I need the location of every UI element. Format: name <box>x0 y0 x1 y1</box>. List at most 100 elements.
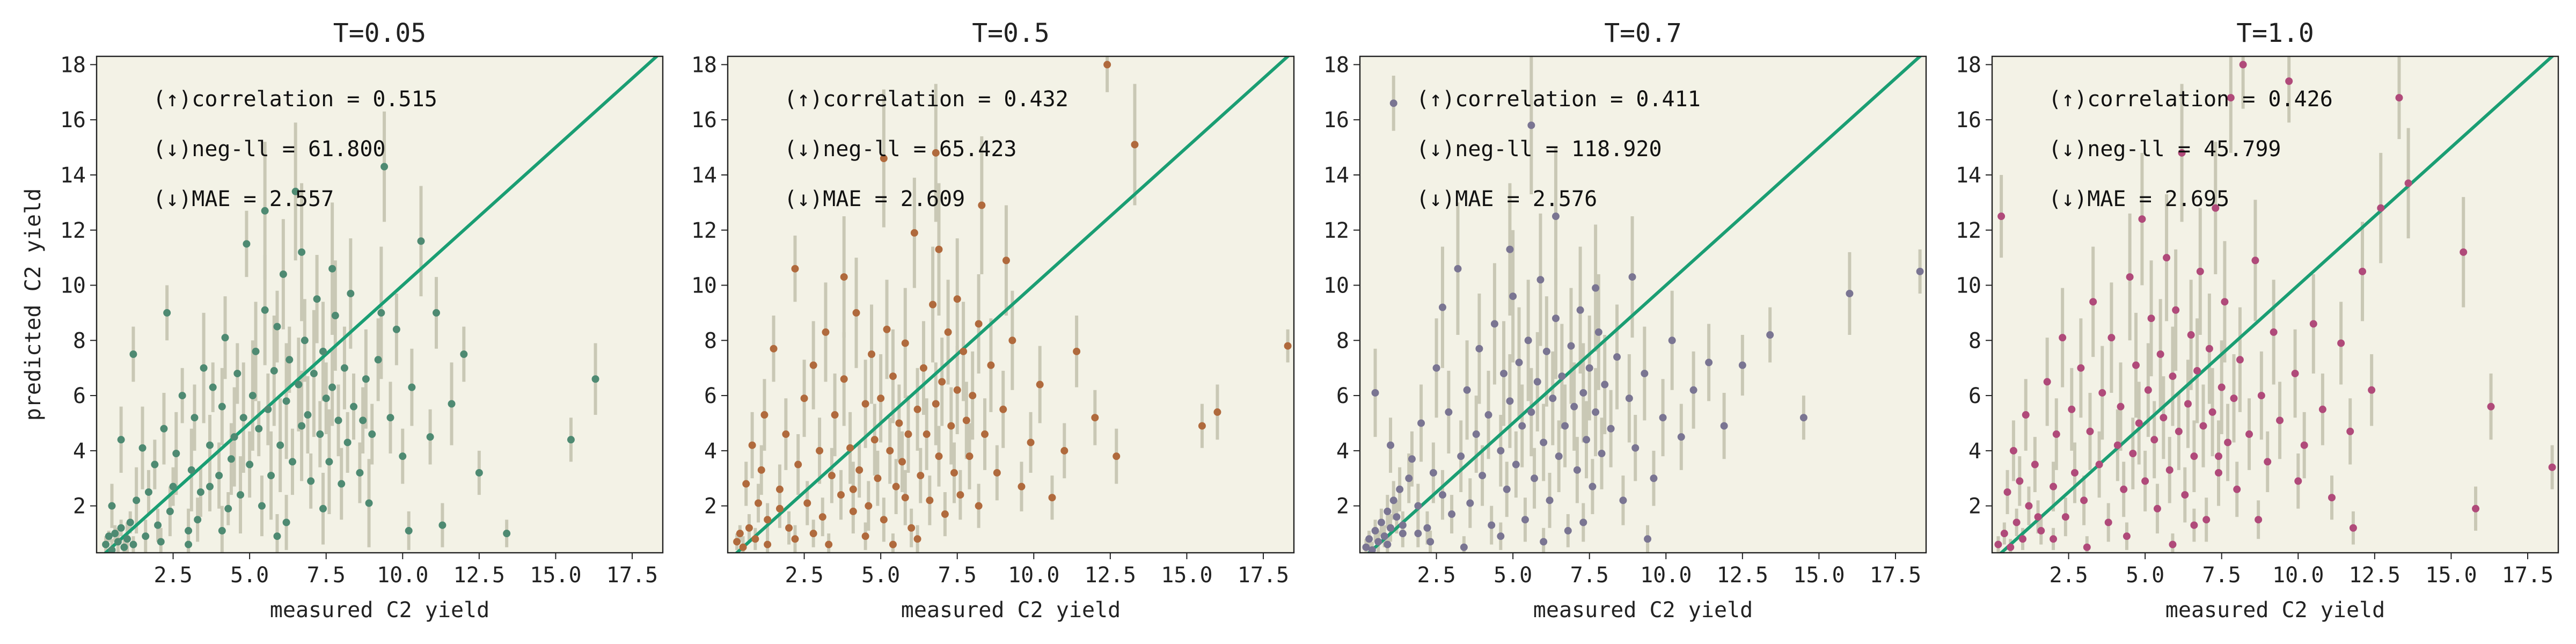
diagonal-line <box>103 56 660 553</box>
data-point <box>2089 298 2097 306</box>
plot-frame <box>727 55 1295 554</box>
plot-marks <box>1362 56 1924 553</box>
data-point <box>172 450 180 457</box>
data-point <box>273 532 281 540</box>
data-point <box>794 460 802 469</box>
data-point <box>2346 427 2354 435</box>
data-point <box>276 441 284 449</box>
panels: 2.5 5.0 7.5 10.0 12.5 15.0 17.5 2 4 6 8 10 12 14 16 18 T… <box>21 18 2559 623</box>
data-point <box>2113 441 2121 449</box>
data-point <box>2104 518 2112 526</box>
data-point <box>1448 510 1456 518</box>
data-point <box>2160 414 2168 422</box>
data-point <box>1113 452 1121 460</box>
diagonal-line <box>734 56 1291 553</box>
data-point <box>2098 389 2106 397</box>
data-point <box>1377 518 1385 526</box>
data-point <box>1552 314 1560 323</box>
data-point <box>818 513 826 521</box>
x-tick-label: 7.5 <box>1570 563 1609 588</box>
data-point <box>953 386 961 394</box>
metric-text: (↑)correlation = 0.432 <box>784 87 1069 112</box>
data-point <box>359 416 367 425</box>
data-point <box>2233 485 2241 493</box>
data-point <box>2215 469 2222 477</box>
data-point <box>1002 257 1010 265</box>
data-point <box>2300 441 2308 449</box>
data-point <box>1399 530 1407 538</box>
data-point <box>1457 452 1465 460</box>
data-point <box>1506 245 1514 253</box>
data-point <box>2251 257 2259 265</box>
y-tick-label: 12 <box>60 218 86 243</box>
data-point <box>2224 438 2232 447</box>
metric-text: (↓)neg-ll = 118.920 <box>1416 137 1662 162</box>
data-point <box>2016 477 2024 485</box>
data-point <box>892 482 900 491</box>
data-point <box>2050 535 2058 543</box>
y-tick-label: 12 <box>691 218 717 243</box>
data-point <box>1738 361 1746 369</box>
plot-marks <box>102 56 660 553</box>
data-point <box>770 345 778 353</box>
data-point <box>310 369 318 377</box>
y-tick-label: 12 <box>1323 218 1349 243</box>
data-point <box>117 436 125 444</box>
data-point <box>126 518 134 526</box>
y-tick-label: 2 <box>1336 494 1349 519</box>
data-point <box>1625 394 1633 402</box>
data-point <box>2150 436 2158 444</box>
data-point <box>965 452 974 460</box>
data-point <box>1414 530 1422 538</box>
data-point <box>196 488 204 496</box>
data-point <box>374 356 382 364</box>
x-tick-label: 2.5 <box>153 563 192 588</box>
data-point <box>947 422 955 430</box>
plot-frame <box>96 55 664 554</box>
data-point <box>1585 364 1593 372</box>
y-tick-label: 4 <box>704 439 717 464</box>
data-point <box>282 518 290 526</box>
data-point <box>950 469 958 477</box>
data-point <box>2052 430 2060 438</box>
x-tick-label: 15.0 <box>2425 563 2477 588</box>
data-point <box>739 543 747 551</box>
data-point <box>399 452 407 460</box>
data-point <box>380 163 389 171</box>
data-point <box>230 433 238 441</box>
data-point <box>166 507 174 515</box>
data-point <box>2068 405 2076 413</box>
data-point <box>2548 463 2556 471</box>
data-point <box>1497 447 1505 455</box>
data-point <box>809 361 817 369</box>
data-point <box>960 347 968 355</box>
data-point <box>2236 356 2244 364</box>
data-point <box>935 452 943 460</box>
data-point <box>1607 425 1615 433</box>
data-point <box>2218 383 2226 391</box>
data-point <box>760 411 769 419</box>
data-point <box>969 392 977 400</box>
data-point <box>1589 482 1597 491</box>
data-point <box>221 334 229 342</box>
x-axis-label: measured C2 yield <box>2165 598 2385 623</box>
data-point <box>2270 328 2278 336</box>
data-point <box>755 499 763 507</box>
data-point <box>2291 369 2299 377</box>
data-point <box>120 543 128 551</box>
data-point <box>2285 77 2293 85</box>
panel-title: T=0.5 <box>972 18 1050 48</box>
data-point <box>1503 485 1511 493</box>
data-point <box>2144 386 2152 394</box>
data-point <box>392 325 400 333</box>
data-point <box>237 491 245 499</box>
data-point <box>304 411 312 419</box>
data-point <box>908 524 916 532</box>
data-point <box>1613 353 1621 361</box>
data-point <box>975 502 983 510</box>
data-point <box>187 466 195 474</box>
data-point <box>975 320 983 328</box>
scatter-panel: 2.5 5.0 7.5 10.0 12.5 15.0 17.5 2 4 6 8 10 12 14 16 18 T… <box>1323 18 1927 623</box>
data-point <box>2395 94 2403 102</box>
